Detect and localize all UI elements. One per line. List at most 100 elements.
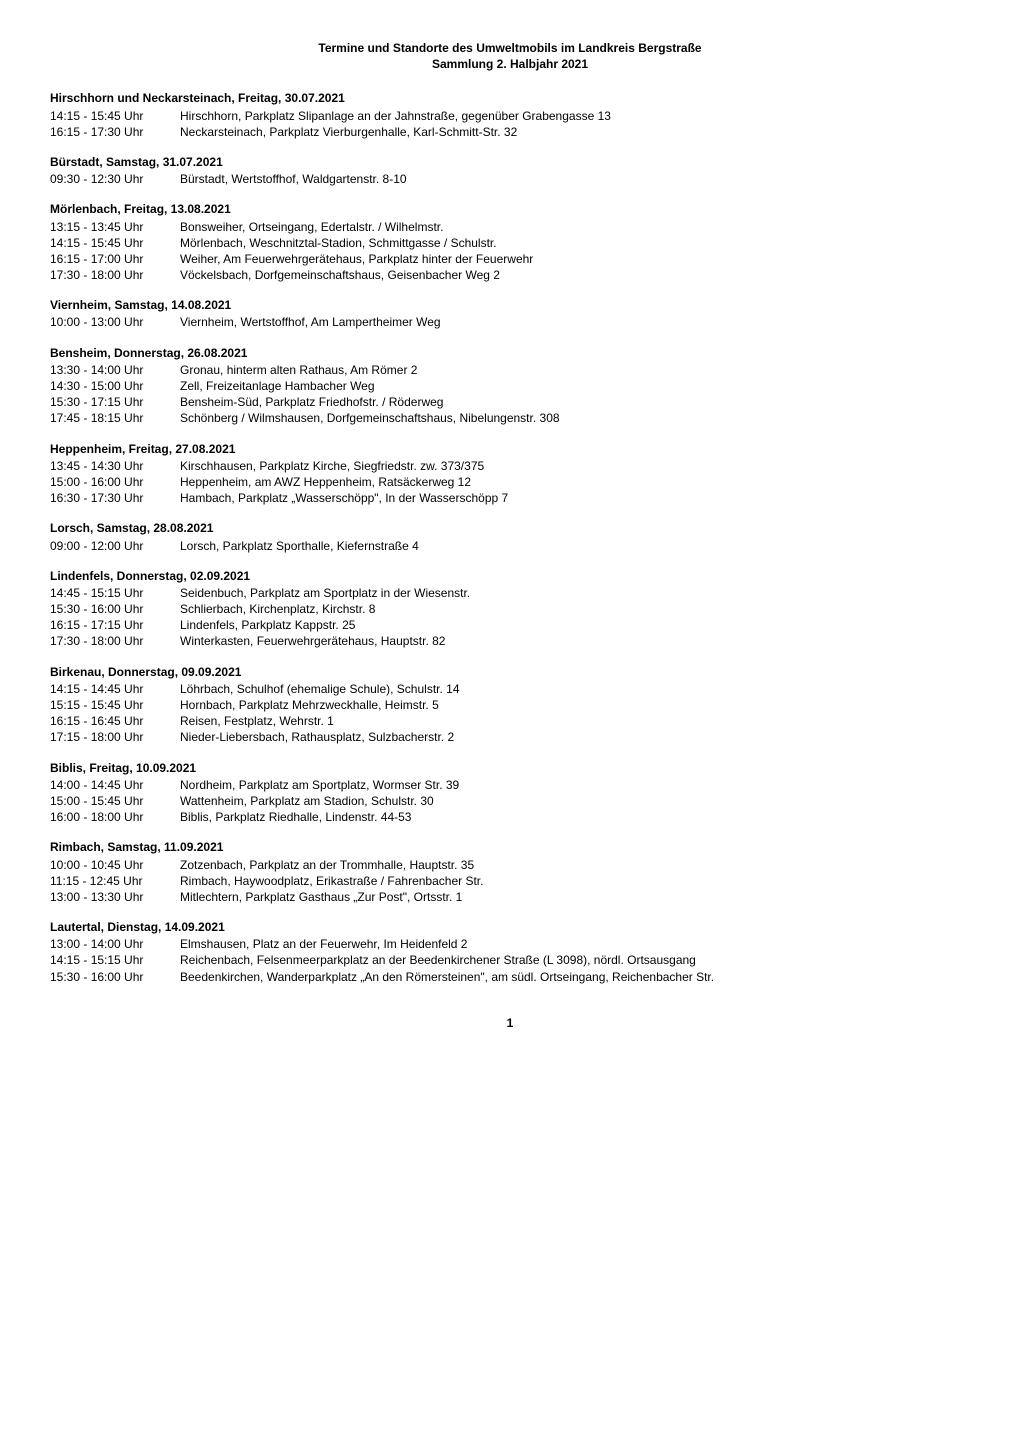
entry-time: 14:00 - 14:45 Uhr bbox=[50, 777, 180, 793]
sections-container: Hirschhorn und Neckarsteinach, Freitag, … bbox=[50, 90, 970, 984]
section-heading: Bürstadt, Samstag, 31.07.2021 bbox=[50, 154, 970, 170]
schedule-entry: 15:30 - 17:15 UhrBensheim-Süd, Parkplatz… bbox=[50, 394, 970, 410]
entry-location: Bürstadt, Wertstoffhof, Waldgartenstr. 8… bbox=[180, 171, 970, 187]
entry-location: Schlierbach, Kirchenplatz, Kirchstr. 8 bbox=[180, 601, 970, 617]
section-heading: Hirschhorn und Neckarsteinach, Freitag, … bbox=[50, 90, 970, 106]
entry-time: 14:15 - 15:45 Uhr bbox=[50, 108, 180, 124]
schedule-entry: 17:30 - 18:00 UhrWinterkasten, Feuerwehr… bbox=[50, 633, 970, 649]
entry-time: 13:00 - 13:30 Uhr bbox=[50, 889, 180, 905]
entry-location: Beedenkirchen, Wanderparkplatz „An den R… bbox=[180, 969, 970, 985]
schedule-entry: 15:15 - 15:45 UhrHornbach, Parkplatz Meh… bbox=[50, 697, 970, 713]
schedule-entry: 15:00 - 16:00 UhrHeppenheim, am AWZ Hepp… bbox=[50, 474, 970, 490]
schedule-entry: 17:45 - 18:15 UhrSchönberg / Wilmshausen… bbox=[50, 410, 970, 426]
entry-time: 14:15 - 14:45 Uhr bbox=[50, 681, 180, 697]
section-heading: Lorsch, Samstag, 28.08.2021 bbox=[50, 520, 970, 536]
entry-time: 16:00 - 18:00 Uhr bbox=[50, 809, 180, 825]
section-heading: Lindenfels, Donnerstag, 02.09.2021 bbox=[50, 568, 970, 584]
section-heading: Lautertal, Dienstag, 14.09.2021 bbox=[50, 919, 970, 935]
schedule-entry: 14:15 - 14:45 UhrLöhrbach, Schulhof (ehe… bbox=[50, 681, 970, 697]
entry-time: 15:15 - 15:45 Uhr bbox=[50, 697, 180, 713]
schedule-entry: 13:30 - 14:00 UhrGronau, hinterm alten R… bbox=[50, 362, 970, 378]
entry-location: Biblis, Parkplatz Riedhalle, Lindenstr. … bbox=[180, 809, 970, 825]
document-title: Termine und Standorte des Umweltmobils i… bbox=[50, 40, 970, 72]
schedule-section: Lorsch, Samstag, 28.08.2021 09:00 - 12:00… bbox=[50, 520, 970, 553]
entry-location: Hornbach, Parkplatz Mehrzweckhalle, Heim… bbox=[180, 697, 970, 713]
entry-location: Gronau, hinterm alten Rathaus, Am Römer … bbox=[180, 362, 970, 378]
entry-location: Reichenbach, Felsenmeerparkplatz an der … bbox=[180, 952, 970, 968]
entry-location: Reisen, Festplatz, Wehrstr. 1 bbox=[180, 713, 970, 729]
entry-location: Vöckelsbach, Dorfgemeinschaftshaus, Geis… bbox=[180, 267, 970, 283]
schedule-section: Birkenau, Donnerstag, 09.09.202114:15 - … bbox=[50, 664, 970, 746]
entry-time: 14:15 - 15:15 Uhr bbox=[50, 952, 180, 968]
entry-location: Nordheim, Parkplatz am Sportplatz, Worms… bbox=[180, 777, 970, 793]
schedule-entry: 15:30 - 16:00 UhrSchlierbach, Kirchenpla… bbox=[50, 601, 970, 617]
entry-time: 14:15 - 15:45 Uhr bbox=[50, 235, 180, 251]
schedule-entry: 14:30 - 15:00 UhrZell, Freizeitanlage Ha… bbox=[50, 378, 970, 394]
schedule-section: Bensheim, Donnerstag, 26.08.202113:30 - … bbox=[50, 345, 970, 427]
schedule-entry: 17:15 - 18:00 UhrNieder-Liebersbach, Rat… bbox=[50, 729, 970, 745]
entry-location: Rimbach, Haywoodplatz, Erikastraße / Fah… bbox=[180, 873, 970, 889]
entry-time: 17:15 - 18:00 Uhr bbox=[50, 729, 180, 745]
entry-time: 17:45 - 18:15 Uhr bbox=[50, 410, 180, 426]
entry-location: Nieder-Liebersbach, Rathausplatz, Sulzba… bbox=[180, 729, 970, 745]
entry-location: Heppenheim, am AWZ Heppenheim, Ratsäcker… bbox=[180, 474, 970, 490]
entry-time: 10:00 - 13:00 Uhr bbox=[50, 314, 180, 330]
schedule-entry: 14:00 - 14:45 UhrNordheim, Parkplatz am … bbox=[50, 777, 970, 793]
entry-location: Zotzenbach, Parkplatz an der Trommhalle,… bbox=[180, 857, 970, 873]
schedule-entry: 13:45 - 14:30 UhrKirschhausen, Parkplatz… bbox=[50, 458, 970, 474]
entry-time: 16:15 - 16:45 Uhr bbox=[50, 713, 180, 729]
schedule-entry: 13:15 - 13:45 UhrBonsweiher, Ortseingang… bbox=[50, 219, 970, 235]
section-heading: Mörlenbach, Freitag, 13.08.2021 bbox=[50, 201, 970, 217]
schedule-entry: 14:15 - 15:15 UhrReichenbach, Felsenmeer… bbox=[50, 952, 970, 968]
schedule-section: Lindenfels, Donnerstag, 02.09.202114:45 … bbox=[50, 568, 970, 650]
entry-time: 09:30 - 12:30 Uhr bbox=[50, 171, 180, 187]
entry-location: Bensheim-Süd, Parkplatz Friedhofstr. / R… bbox=[180, 394, 970, 410]
page-number: 1 bbox=[50, 1015, 970, 1031]
schedule-section: Rimbach, Samstag, 11.09.202110:00 - 10:4… bbox=[50, 839, 970, 905]
schedule-entry: 16:15 - 17:15 UhrLindenfels, Parkplatz K… bbox=[50, 617, 970, 633]
schedule-entry: 09:30 - 12:30 UhrBürstadt, Wertstoffhof,… bbox=[50, 171, 970, 187]
schedule-entry: 16:30 - 17:30 UhrHambach, Parkplatz „Was… bbox=[50, 490, 970, 506]
schedule-section: Lautertal, Dienstag, 14.09.202113:00 - 1… bbox=[50, 919, 970, 985]
entry-time: 16:15 - 17:00 Uhr bbox=[50, 251, 180, 267]
section-heading: Biblis, Freitag, 10.09.2021 bbox=[50, 760, 970, 776]
section-heading: Bensheim, Donnerstag, 26.08.2021 bbox=[50, 345, 970, 361]
schedule-entry: 15:30 - 16:00 UhrBeedenkirchen, Wanderpa… bbox=[50, 969, 970, 985]
schedule-section: Bürstadt, Samstag, 31.07.202109:30 - 12:… bbox=[50, 154, 970, 187]
entry-location: Kirschhausen, Parkplatz Kirche, Siegfrie… bbox=[180, 458, 970, 474]
entry-time: 10:00 - 10:45 Uhr bbox=[50, 857, 180, 873]
schedule-section: Biblis, Freitag, 10.09.202114:00 - 14:45… bbox=[50, 760, 970, 826]
entry-time: 16:15 - 17:30 Uhr bbox=[50, 124, 180, 140]
entry-time: 13:15 - 13:45 Uhr bbox=[50, 219, 180, 235]
entry-time: 17:30 - 18:00 Uhr bbox=[50, 633, 180, 649]
title-line-1: Termine und Standorte des Umweltmobils i… bbox=[50, 40, 970, 56]
schedule-entry: 14:45 - 15:15 UhrSeidenbuch, Parkplatz a… bbox=[50, 585, 970, 601]
schedule-entry: 10:00 - 13:00 UhrViernheim, Wertstoffhof… bbox=[50, 314, 970, 330]
section-heading: Birkenau, Donnerstag, 09.09.2021 bbox=[50, 664, 970, 680]
entry-time: 13:30 - 14:00 Uhr bbox=[50, 362, 180, 378]
entry-location: Neckarsteinach, Parkplatz Vierburgenhall… bbox=[180, 124, 970, 140]
entry-location: Hirschhorn, Parkplatz Slipanlage an der … bbox=[180, 108, 970, 124]
schedule-entry: 17:30 - 18:00 UhrVöckelsbach, Dorfgemein… bbox=[50, 267, 970, 283]
entry-time: 16:15 - 17:15 Uhr bbox=[50, 617, 180, 633]
entry-location: Schönberg / Wilmshausen, Dorfgemeinschaf… bbox=[180, 410, 970, 426]
entry-location: Elmshausen, Platz an der Feuerwehr, Im H… bbox=[180, 936, 970, 952]
entry-location: Viernheim, Wertstoffhof, Am Lampertheime… bbox=[180, 314, 970, 330]
schedule-entry: 16:15 - 16:45 UhrReisen, Festplatz, Wehr… bbox=[50, 713, 970, 729]
schedule-entry: 16:15 - 17:30 UhrNeckarsteinach, Parkpla… bbox=[50, 124, 970, 140]
schedule-section: Viernheim, Samstag, 14.08.202110:00 - 13… bbox=[50, 297, 970, 330]
schedule-entry: 10:00 - 10:45 UhrZotzenbach, Parkplatz a… bbox=[50, 857, 970, 873]
entry-location: Weiher, Am Feuerwehrgerätehaus, Parkplat… bbox=[180, 251, 970, 267]
entry-location: Lindenfels, Parkplatz Kappstr. 25 bbox=[180, 617, 970, 633]
schedule-entry: 13:00 - 13:30 UhrMitlechtern, Parkplatz … bbox=[50, 889, 970, 905]
entry-time: 15:00 - 15:45 Uhr bbox=[50, 793, 180, 809]
entry-time: 09:00 - 12:00 Uhr bbox=[50, 538, 180, 554]
entry-location: Wattenheim, Parkplatz am Stadion, Schuls… bbox=[180, 793, 970, 809]
schedule-section: Hirschhorn und Neckarsteinach, Freitag, … bbox=[50, 90, 970, 140]
section-heading: Heppenheim, Freitag, 27.08.2021 bbox=[50, 441, 970, 457]
schedule-entry: 16:15 - 17:00 UhrWeiher, Am Feuerwehrger… bbox=[50, 251, 970, 267]
entry-time: 17:30 - 18:00 Uhr bbox=[50, 267, 180, 283]
schedule-entry: 14:15 - 15:45 UhrHirschhorn, Parkplatz S… bbox=[50, 108, 970, 124]
entry-time: 14:45 - 15:15 Uhr bbox=[50, 585, 180, 601]
entry-location: Löhrbach, Schulhof (ehemalige Schule), S… bbox=[180, 681, 970, 697]
